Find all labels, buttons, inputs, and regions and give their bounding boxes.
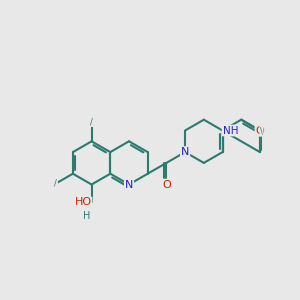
Text: N: N	[181, 147, 189, 157]
Text: NH: NH	[223, 125, 238, 136]
Text: \: \	[260, 126, 263, 135]
Text: O: O	[162, 179, 171, 190]
Text: N: N	[256, 125, 264, 136]
Text: H: H	[83, 211, 91, 221]
Text: HO: HO	[74, 197, 92, 208]
Text: N: N	[125, 179, 133, 190]
Text: /: /	[54, 178, 57, 187]
Text: /: /	[90, 117, 93, 126]
Text: O: O	[256, 125, 264, 136]
